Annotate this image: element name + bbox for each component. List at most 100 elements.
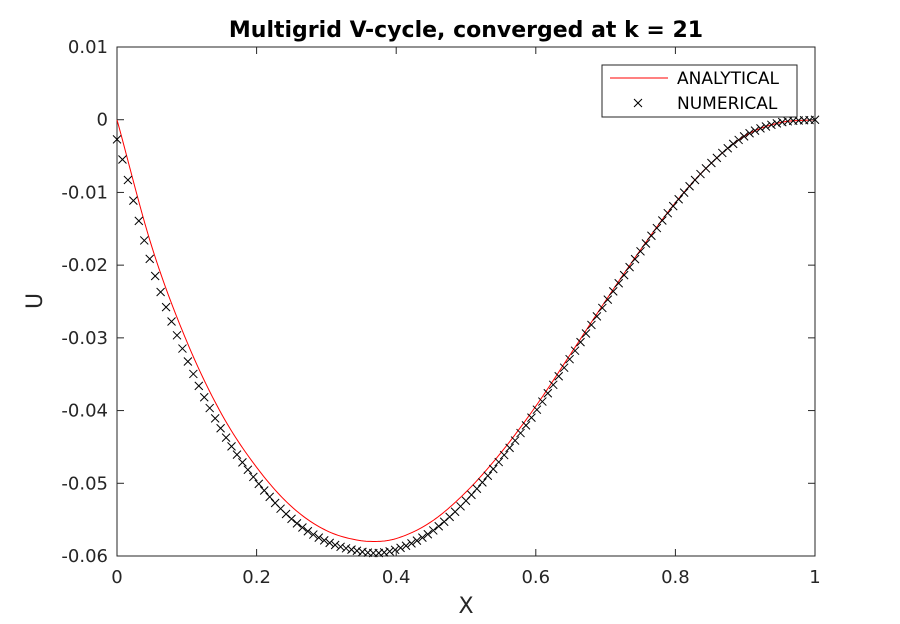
numerical-point: [303, 526, 313, 536]
numerical-point: [630, 254, 640, 264]
numerical-point: [636, 246, 645, 256]
numerical-point: [592, 312, 602, 321]
numerical-point: [565, 354, 574, 364]
numerical-point: [608, 287, 618, 296]
numerical-point: [243, 465, 253, 475]
numerical-point: [685, 181, 694, 191]
numerical-point: [385, 546, 395, 556]
numerical-point: [537, 397, 547, 406]
numerical-point: [652, 223, 662, 233]
numerical-point: [625, 262, 634, 272]
numerical-point: [161, 302, 171, 312]
legend-analytical-label: ANALYTICAL: [677, 69, 779, 89]
numerical-point: [761, 122, 771, 131]
numerical-point: [188, 369, 198, 379]
numerical-point: [118, 155, 127, 164]
numerical-point: [396, 543, 405, 553]
numerical-point: [308, 530, 318, 539]
legend-numerical-label: NUMERICAL: [677, 94, 778, 114]
numerical-point: [112, 134, 122, 144]
numerical-point: [510, 436, 520, 445]
numerical-point: [717, 148, 727, 158]
x-tick-label: 0.2: [242, 567, 271, 588]
numerical-point: [734, 135, 744, 145]
numerical-point: [248, 472, 258, 482]
numerical-point: [663, 208, 673, 218]
numerical-point: [292, 519, 302, 528]
numerical-point: [472, 484, 482, 494]
numerical-point: [559, 363, 569, 373]
numerical-point: [330, 540, 340, 550]
legend-numerical-marker: [633, 98, 643, 108]
numerical-point: [745, 128, 754, 138]
numerical-series: [112, 115, 820, 558]
numerical-point: [570, 346, 580, 356]
numerical-point: [548, 380, 558, 390]
numerical-point: [232, 450, 242, 459]
numerical-point: [603, 295, 613, 304]
numerical-point: [129, 196, 138, 205]
numerical-point: [668, 201, 678, 211]
numerical-point: [341, 543, 351, 553]
numerical-point: [478, 478, 487, 487]
y-tick-label: -0.02: [61, 255, 108, 276]
numerical-point: [183, 357, 193, 366]
numerical-point: [428, 526, 438, 535]
numerical-point: [123, 175, 133, 185]
numerical-point: [777, 117, 787, 127]
y-tick-label: -0.04: [61, 401, 108, 422]
chart-title: Multigrid V-cycle, converged at k = 21: [229, 18, 703, 43]
numerical-point: [527, 413, 536, 422]
numerical-point: [756, 124, 765, 133]
numerical-point: [739, 132, 749, 141]
numerical-point: [139, 236, 149, 245]
numerical-point: [581, 329, 591, 338]
numerical-point: [679, 188, 689, 198]
numerical-point: [516, 428, 525, 438]
numerical-point: [723, 143, 733, 153]
numerical-point: [674, 194, 684, 204]
y-tick-label: 0.01: [68, 37, 108, 58]
numerical-point: [554, 371, 564, 381]
numerical-point: [205, 403, 215, 413]
x-axis-label: X: [458, 594, 473, 619]
numerical-point: [647, 231, 656, 241]
x-axis-ticks: 0 0.2 0.4 0.6 0.8 1: [111, 47, 821, 588]
numerical-point: [543, 388, 553, 398]
x-tick-label: 0: [111, 567, 122, 588]
numerical-point: [390, 545, 400, 555]
numerical-point: [401, 541, 411, 551]
numerical-point: [505, 443, 514, 453]
numerical-point: [210, 414, 220, 423]
numerical-point: [423, 529, 433, 539]
numerical-point: [657, 216, 667, 225]
numerical-point: [587, 320, 596, 330]
numerical-point: [336, 542, 345, 552]
numerical-point: [576, 337, 585, 347]
y-tick-label: -0.01: [61, 182, 108, 203]
plot-area: [112, 46, 820, 558]
numerical-point: [259, 486, 269, 495]
y-axis-ticks: 0.01 0 -0.01 -0.02 -0.03 -0.04 -0.05 -0.06: [61, 37, 815, 567]
numerical-point: [347, 545, 356, 554]
legend-box: [601, 64, 798, 118]
numerical-point: [172, 330, 182, 340]
y-tick-label: -0.03: [61, 328, 108, 349]
numerical-point: [597, 303, 607, 313]
numerical-point: [521, 421, 531, 430]
numerical-point: [199, 392, 209, 402]
numerical-point: [418, 533, 427, 542]
numerical-point: [494, 457, 504, 467]
numerical-point: [488, 464, 498, 474]
numerical-point: [314, 533, 324, 542]
numerical-point: [767, 120, 776, 130]
numerical-point: [254, 479, 264, 489]
axes-box: [116, 46, 816, 557]
numerical-point: [178, 344, 187, 353]
numerical-point: [227, 442, 236, 451]
numerical-point: [532, 405, 542, 415]
numerical-point: [641, 239, 651, 248]
numerical-point: [145, 254, 155, 264]
y-tick-label: -0.06: [61, 546, 108, 567]
numerical-point: [150, 271, 160, 281]
